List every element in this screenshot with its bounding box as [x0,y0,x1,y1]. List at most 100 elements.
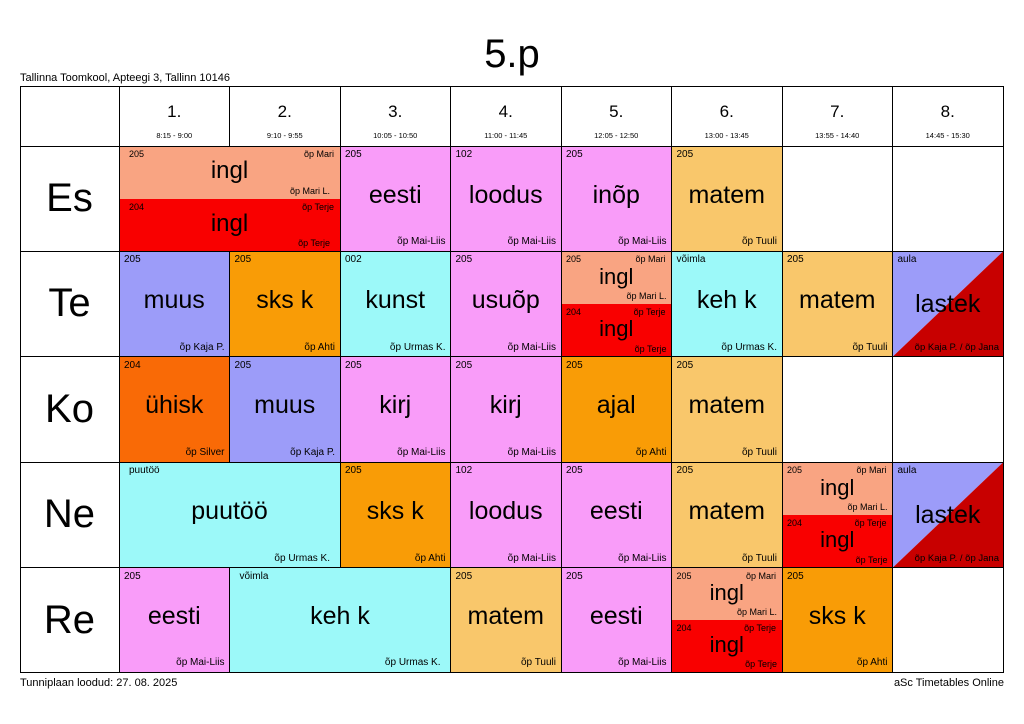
period-number: 6. [719,102,734,121]
lesson-cell[interactable]: puutöö puutöö õp Urmas K. [119,462,340,568]
period-header: 8. 14:45 - 15:30 [893,86,1004,146]
lesson-group-top[interactable]: 205 õp Mari ingl õp Mari L. [671,567,782,620]
lesson-cell[interactable]: 205 kirj õp Mai-Liis [340,356,451,463]
subject-label: sks k [256,286,314,315]
lesson-cell[interactable]: 002 kunst õp Urmas K. [340,251,451,357]
lesson-cell[interactable]: 102 loodus õp Mai-Liis [450,462,561,568]
teacher-label: õp Terje [633,307,666,318]
lesson-group-top[interactable]: 205 õp Mari ingl õp Mari L. [561,251,672,305]
subject-label: matem [688,496,765,525]
subject-label: loodus [468,180,543,209]
teacher-label: õp Kaja P. [290,447,335,459]
day-label: Ko [45,386,94,431]
grid-line [671,146,672,252]
teacher-label: õp Urmas K. [274,552,330,564]
room-label: 205 [455,570,473,582]
lesson-cell[interactable]: 205 muus õp Kaja P. [229,356,340,463]
teacher-label: õp Kaja P. / õp Jana [914,552,999,564]
lesson-cell[interactable]: aula lastek õp Kaja P. / õp Jana [892,251,1003,357]
teacher-label: õp Urmas K. [721,341,777,353]
lesson-cell[interactable]: 102 loodus õp Mai-Liis [450,146,561,252]
room-label: 204 [129,201,145,212]
lesson-cell[interactable]: 205 sks k õp Ahti [782,567,893,672]
lesson-cell[interactable]: 205 õp Mari ingl õp Mari L. 204 õp Terje ingl õ… [561,251,672,357]
grid-line [781,462,783,568]
lesson-cell[interactable]: võimla keh k õp Urmas K. [229,567,451,672]
lesson-group-bottom[interactable]: 204 õp Terje ingl õp Terje [561,304,672,357]
lesson-cell[interactable]: 205 sks k õp Ahti [340,462,451,568]
subject-label: kirj [379,391,412,420]
teacher-label: õp Mari L. [847,501,888,512]
day-label: Te [48,281,91,326]
subject-label: lastek [915,500,981,529]
grid-line [229,251,230,357]
split-background [892,251,1003,357]
subject-label: matem [688,391,765,420]
group-a-background [892,251,1003,357]
subject-label: ingl [709,631,744,657]
lesson-cell[interactable]: 205 eesti õp Mai-Liis [119,567,230,672]
lesson-cell[interactable]: 205 muus õp Kaja P. [119,251,230,357]
teacher-label: õp Mai-Liis [507,341,556,353]
grid-line [339,86,341,146]
teacher-label: õp Terje [744,622,776,633]
lesson-cell[interactable]: 205 matem õp Tuuli [782,251,893,357]
timetable-grid: 1. 8:15 - 9:00 2. 9:10 - 9:55 3. 10:05 - 10:5… [20,86,1004,673]
grid-line [20,461,1004,463]
room-label: 205 [129,149,145,159]
lesson-cell[interactable]: 205 matem õp Tuuli [671,462,782,568]
grid-line [560,146,562,252]
grid-line [20,145,1004,147]
subject-label: sks k [366,496,424,525]
grid-line [20,672,1004,673]
lesson-cell[interactable]: võimla keh k õp Urmas K. [671,251,782,357]
room-label: 205 [124,570,141,582]
lesson-group-top[interactable]: 205 õp Mari ingl õp Mari L. [782,462,893,515]
subject-label: ingl [210,157,249,185]
teacher-label: õp Terje [298,238,330,249]
room-label: 205 [787,254,804,266]
lesson-cell[interactable]: 205 ajal õp Ahti [561,356,672,463]
lesson-cell[interactable]: 205 eesti õp Mai-Liis [340,146,451,252]
teacher-label: õp Kaja P. [179,341,225,353]
lesson-cell[interactable]: 205 matem õp Tuuli [450,567,561,672]
teacher-label: õp Ahti [304,341,335,353]
lesson-group-bottom[interactable]: 204 õp Terje ingl õp Terje [119,198,340,252]
teacher-label: õp Terje [634,343,667,354]
teacher-label: õp Mai-Liis [618,552,667,564]
subject-label: sks k [808,601,866,630]
lesson-group-bottom[interactable]: 204 õp Terje ingl õp Terje [671,619,782,672]
school-address: Tallinna Toomkool, Apteegi 3, Tallinn 10… [20,72,230,84]
teacher-label: õp Terje [855,554,888,565]
lesson-cell[interactable]: 205 kirj õp Mai-Liis [450,356,561,463]
lesson-cell[interactable]: 205 eesti õp Mai-Liis [561,462,672,568]
lesson-group-bottom[interactable]: 204 õp Terje ingl õp Terje [782,514,893,568]
grid-line [781,567,783,672]
lesson-cell[interactable]: 205 matem õp Tuuli [671,146,782,252]
lesson-cell[interactable]: 205 matem õp Tuuli [671,356,782,463]
grid-line [339,356,341,463]
grid-line [892,567,893,672]
teacher-label: õp Kaja P. / õp Jana [914,341,999,353]
lesson-cell[interactable]: 204 ühisk õp Silver [119,356,230,463]
grid-line [229,567,230,672]
lesson-cell[interactable]: 205 õp Mari ingl õp Mari L. 204 õp Terje ingl õ… [119,146,340,252]
lesson-cell[interactable]: 205 õp Mari ingl õp Mari L. 204 õp Terje ingl õ… [782,462,893,568]
grid-line [450,356,451,463]
period-header: 6. 13:00 - 13:45 [672,86,783,146]
lesson-cell[interactable]: 205 eesti õp Mai-Liis [561,567,672,672]
lesson-cell[interactable]: 205 õp Mari ingl õp Mari L. 204 õp Terje ingl õ… [671,567,782,672]
room-label: 205 [345,359,362,371]
lesson-cell[interactable]: aula lastek õp Kaja P. / õp Jana [892,462,1003,568]
lesson-group-top[interactable]: 205 õp Mari ingl õp Mari L. [119,146,340,199]
lesson-cell[interactable]: 205 usuõp õp Mai-Liis [450,251,561,357]
teacher-label: õp Mari L. [289,185,330,196]
period-header: 5. 12:05 - 12:50 [561,86,672,146]
subject-label: loodus [468,496,543,525]
lesson-cell[interactable]: 205 sks k õp Ahti [229,251,340,357]
lesson-cell[interactable]: 205 inõp õp Mai-Liis [561,146,672,252]
teacher-label: õp Mai-Liis [397,236,446,248]
period-number: 3. [388,102,403,121]
teacher-label: õp Terje [745,658,777,669]
software-credit: aSc Timetables Online [893,677,1004,689]
